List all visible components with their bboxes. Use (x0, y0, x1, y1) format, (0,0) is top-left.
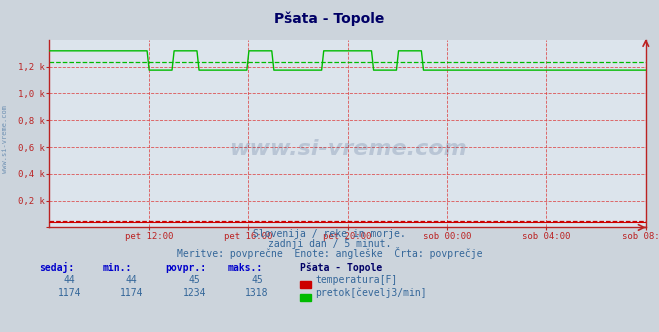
Text: min.:: min.: (102, 263, 132, 273)
Text: povpr.:: povpr.: (165, 263, 206, 273)
Text: 44: 44 (63, 275, 75, 285)
Text: www.si-vreme.com: www.si-vreme.com (229, 139, 467, 159)
Text: Pšata - Topole: Pšata - Topole (274, 12, 385, 26)
Text: maks.:: maks.: (227, 263, 262, 273)
Text: www.si-vreme.com: www.si-vreme.com (2, 106, 9, 173)
Text: Meritve: povprečne  Enote: angleške  Črta: povprečje: Meritve: povprečne Enote: angleške Črta:… (177, 247, 482, 259)
Text: Slovenija / reke in morje.: Slovenija / reke in morje. (253, 229, 406, 239)
Text: 45: 45 (188, 275, 200, 285)
Text: 1174: 1174 (120, 288, 144, 298)
Text: 1318: 1318 (245, 288, 269, 298)
Text: zadnji dan / 5 minut.: zadnji dan / 5 minut. (268, 239, 391, 249)
Text: temperatura[F]: temperatura[F] (315, 275, 397, 285)
Text: 45: 45 (251, 275, 263, 285)
Text: 44: 44 (126, 275, 138, 285)
Text: Pšata - Topole: Pšata - Topole (300, 262, 382, 273)
Text: pretok[čevelj3/min]: pretok[čevelj3/min] (315, 288, 426, 298)
Text: 1234: 1234 (183, 288, 206, 298)
Text: 1174: 1174 (57, 288, 81, 298)
Text: sedaj:: sedaj: (40, 262, 74, 273)
